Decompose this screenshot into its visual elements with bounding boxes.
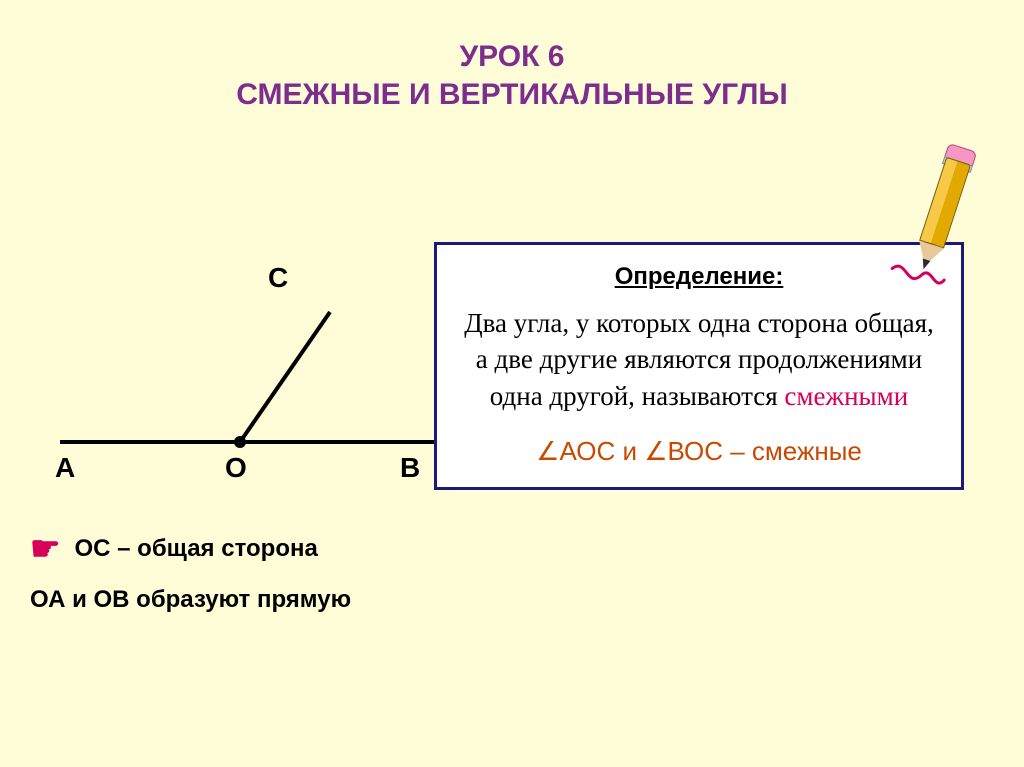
point-o-dot xyxy=(234,436,246,448)
pencil-body xyxy=(919,157,971,249)
content-area: C A O B ☛ ОС – общая сторона ОА и ОВ обр… xyxy=(0,112,1024,712)
label-b: B xyxy=(400,452,420,484)
footnote-1: ☛ ОС – общая сторона xyxy=(30,532,318,566)
title-line-1: УРОК 6 xyxy=(0,40,1024,74)
footnote-2: ОА и ОВ образуют прямую xyxy=(30,586,351,614)
label-o: O xyxy=(225,452,247,484)
footnote-1-text: ОС – общая сторона xyxy=(74,535,317,563)
pointing-hand-icon: ☛ xyxy=(30,532,60,566)
definition-angles: ∠АОС и ∠ВОС – смежные xyxy=(457,436,941,467)
definition-heading: Определение: xyxy=(457,263,941,291)
footnote-2-text: ОА и ОВ образуют прямую xyxy=(30,586,351,614)
definition-angles-text: ∠АОС и ∠ВОС – смежные xyxy=(536,436,862,466)
definition-body: Два угла, у которых одна сторона общая, … xyxy=(457,305,941,414)
pencil-icon xyxy=(875,148,1004,309)
title-line-2: СМЕЖНЫЕ И ВЕРТИКАЛЬНЫЕ УГЛЫ xyxy=(0,78,1024,112)
angle-diagram: C A O B xyxy=(30,252,450,512)
label-c: C xyxy=(268,262,288,294)
definition-highlight: смежными xyxy=(784,381,908,411)
label-a: A xyxy=(55,452,75,484)
line-oc xyxy=(240,312,330,442)
slide-title: УРОК 6 СМЕЖНЫЕ И ВЕРТИКАЛЬНЫЕ УГЛЫ xyxy=(0,0,1024,112)
